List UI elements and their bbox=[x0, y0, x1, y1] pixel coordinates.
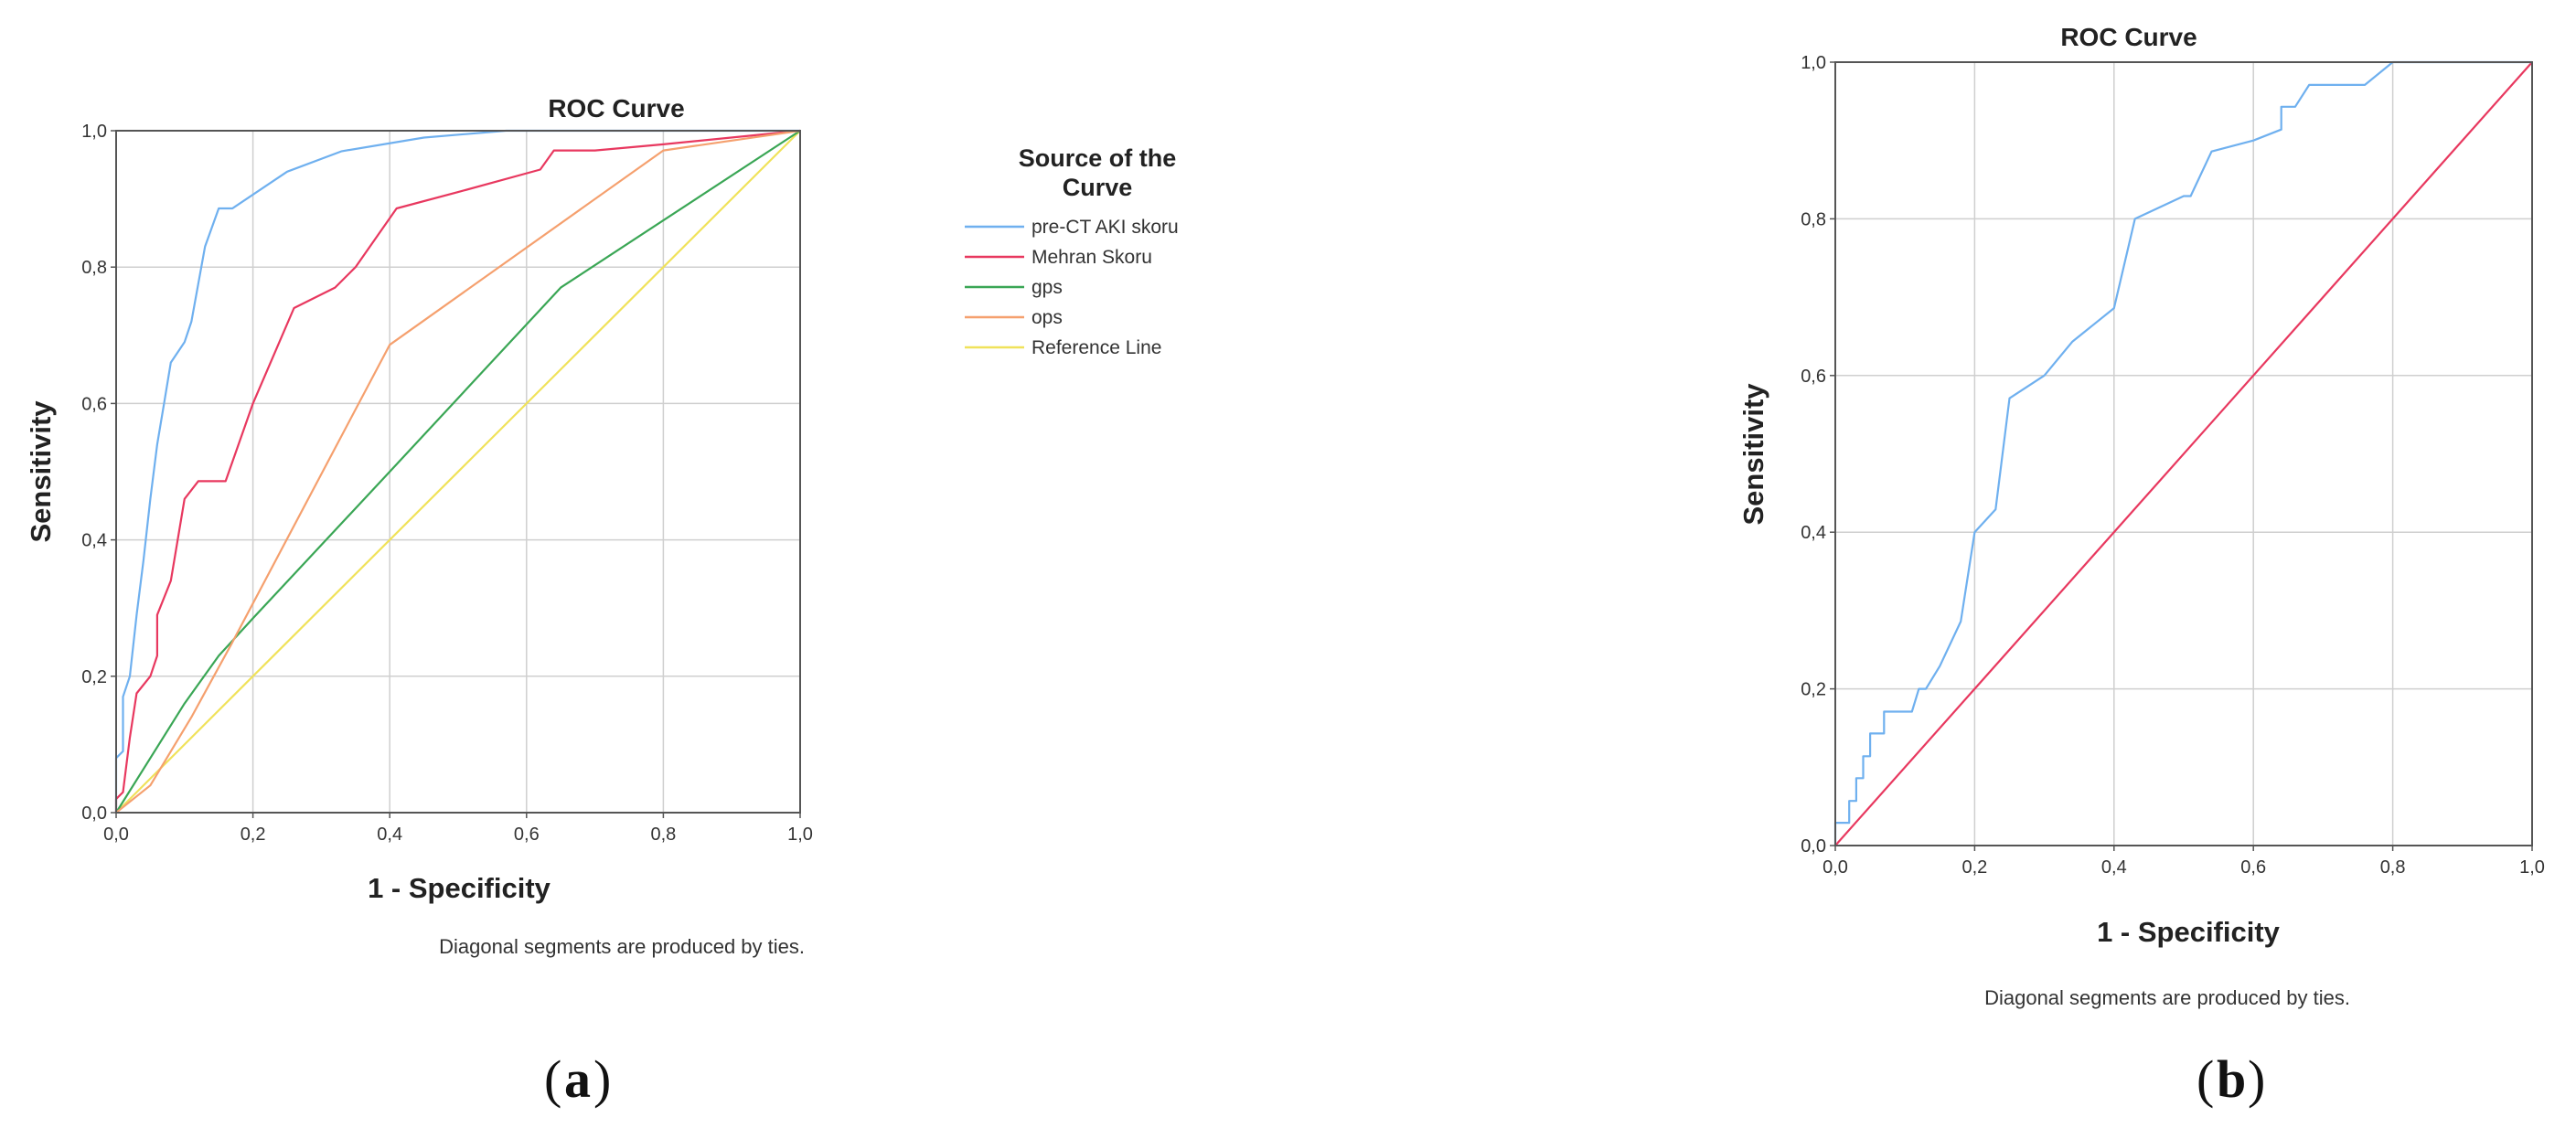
chart-title-b: ROC Curve bbox=[2060, 23, 2197, 51]
grid-b bbox=[1835, 62, 2532, 846]
legend-item-label: gps bbox=[1031, 277, 1063, 298]
plot-frame-a bbox=[115, 130, 801, 814]
ticks-b: 0,0 0,2 0,4 0,6 0,8 1,0 0,0 0,2 0,4 0,6 0,8 1,0 bbox=[1801, 53, 2545, 878]
y-axis-label-a: Sensitivity bbox=[25, 400, 57, 543]
y-tick-label: 1,0 bbox=[81, 122, 107, 142]
x-tick-label: 1,0 bbox=[2519, 857, 2545, 878]
y-tick-label: 0,0 bbox=[81, 803, 107, 824]
x-tick-label: 0,4 bbox=[377, 825, 402, 845]
x-tick-label: 0,8 bbox=[2380, 857, 2406, 878]
caption-close-a: ) bbox=[593, 1049, 611, 1109]
legend-item-label: ops bbox=[1031, 307, 1063, 328]
y-tick-label: 0,0 bbox=[1801, 836, 1826, 857]
panel-caption-b: ( b ) bbox=[2197, 1049, 2265, 1109]
y-tick-label: 0,4 bbox=[81, 531, 107, 551]
series-line-reference bbox=[1834, 61, 2533, 846]
ties-note-a: Diagonal segments are produced by ties. bbox=[439, 935, 805, 958]
legend-item-label: Reference Line bbox=[1031, 337, 1161, 358]
y-tick-label: 0,6 bbox=[1801, 367, 1826, 387]
y-tick-label: 0,2 bbox=[81, 667, 107, 687]
series-line-ops bbox=[115, 129, 801, 814]
grid-a bbox=[116, 131, 800, 813]
legend-item-label: Mehran Skoru bbox=[1031, 247, 1152, 268]
ties-note-b: Diagonal segments are produced by ties. bbox=[1984, 986, 2350, 1009]
y-tick-label: 0,6 bbox=[81, 394, 107, 414]
series-lines-b bbox=[1833, 60, 2533, 846]
y-tick-label: 0,8 bbox=[81, 258, 107, 278]
x-tick-label: 0,0 bbox=[103, 825, 129, 845]
x-axis-label-b: 1 - Specificity bbox=[2097, 916, 2281, 948]
y-tick-label: 0,4 bbox=[1801, 523, 1826, 543]
y-tick-label: 1,0 bbox=[1801, 53, 1826, 73]
x-tick-label: 0,6 bbox=[2240, 857, 2266, 878]
caption-letter-b: b bbox=[2217, 1049, 2246, 1109]
legend-title-line1: Source of the bbox=[1019, 144, 1177, 172]
x-tick-label: 0,2 bbox=[1961, 857, 1987, 878]
series-line-roc bbox=[1833, 60, 2532, 846]
x-axis-label-a: 1 - Specificity bbox=[368, 872, 551, 904]
y-tick-label: 0,2 bbox=[1801, 680, 1826, 700]
legend-a: Source of the Curve pre-CT AKI skoru Mehr… bbox=[965, 144, 1179, 358]
x-tick-label: 0,0 bbox=[1822, 857, 1848, 878]
roc-chart-a: ROC Curve 0,0 0,2 0,4 0,6 0,8 1,0 0,0 0,2 0,4 0,6… bbox=[25, 94, 1179, 1109]
legend-title-line2: Curve bbox=[1063, 174, 1133, 201]
series-lines-a bbox=[114, 129, 801, 814]
roc-chart-b: ROC Curve 0,0 0,2 0,4 0,6 0,8 1,0 0,0 0,2 0,4 0,6… bbox=[1737, 23, 2545, 1109]
chart-title-a: ROC Curve bbox=[548, 94, 684, 122]
plot-frame-b bbox=[1834, 61, 2533, 846]
x-tick-label: 1,0 bbox=[787, 825, 813, 845]
caption-open-b: ( bbox=[2197, 1049, 2214, 1109]
y-tick-label: 0,8 bbox=[1801, 209, 1826, 229]
caption-letter-a: a bbox=[564, 1049, 591, 1109]
x-tick-label: 0,6 bbox=[514, 825, 540, 845]
y-axis-label-b: Sensitivity bbox=[1737, 383, 1769, 526]
caption-close-b: ) bbox=[2248, 1049, 2265, 1109]
ticks-a: 0,0 0,2 0,4 0,6 0,8 1,0 0,0 0,2 0,4 0,6 0,8 1,0 bbox=[81, 122, 813, 845]
series-line-mehran-skoru bbox=[114, 129, 801, 813]
caption-open-a: ( bbox=[544, 1049, 561, 1109]
series-line-pre-ct-aki-skoru bbox=[114, 129, 800, 813]
x-tick-label: 0,2 bbox=[240, 825, 266, 845]
legend-item-label: pre-CT AKI skoru bbox=[1031, 217, 1179, 238]
x-tick-label: 0,4 bbox=[2101, 857, 2127, 878]
x-tick-label: 0,8 bbox=[650, 825, 676, 845]
series-line-reference-line bbox=[115, 130, 801, 814]
panel-caption-a: ( a ) bbox=[544, 1049, 611, 1109]
